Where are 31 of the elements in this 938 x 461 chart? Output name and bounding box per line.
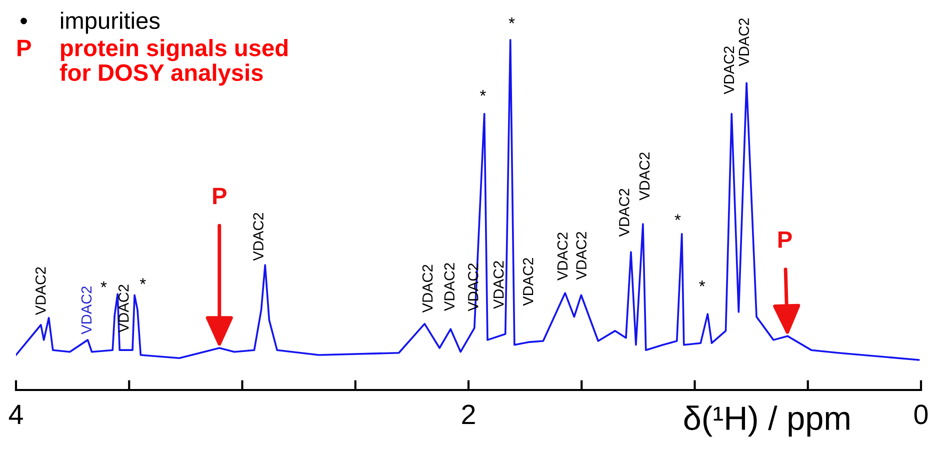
annotation: VDAC2 — [618, 188, 630, 237]
annotation: VDAC2 — [557, 232, 568, 280]
annotation: VDAC2 — [253, 212, 264, 261]
annotation: VDAC2 — [81, 286, 92, 334]
annotation: VDAC2 — [444, 263, 455, 311]
annotation: VDAC2 — [118, 284, 129, 333]
x-tick-label: 0 — [914, 404, 928, 424]
annotation: * — [699, 280, 706, 286]
annotation: VDAC2 — [724, 46, 734, 94]
annotation: protein signals used for DOSY analysis — [60, 39, 288, 86]
annotation: VDAC2 — [738, 18, 750, 66]
x-tick-label: 2 — [462, 404, 475, 424]
annotation: VDAC2 — [576, 232, 586, 280]
annotation: VDAC2 — [35, 267, 46, 316]
annotation: P — [18, 40, 31, 56]
annotation: VDAC2 — [522, 258, 534, 306]
annotation: VDAC2 — [468, 263, 478, 312]
text: impurities — [61, 12, 160, 34]
x-axis-title: δ(¹H) / ppm — [684, 406, 850, 437]
x-tick-label: 4 — [8, 404, 23, 424]
annotation: * — [140, 278, 146, 284]
annotation: * — [100, 281, 107, 288]
annotation: VDAC2 — [639, 152, 650, 200]
annotation: P — [213, 188, 226, 204]
annotation: P — [778, 232, 792, 248]
annotation: * — [674, 214, 681, 220]
text: • — [20, 18, 27, 24]
annotation: * — [508, 17, 515, 24]
annotation: VDAC2 — [493, 261, 504, 309]
annotation: * — [480, 90, 486, 96]
annotation: VDAC2 — [422, 264, 433, 313]
